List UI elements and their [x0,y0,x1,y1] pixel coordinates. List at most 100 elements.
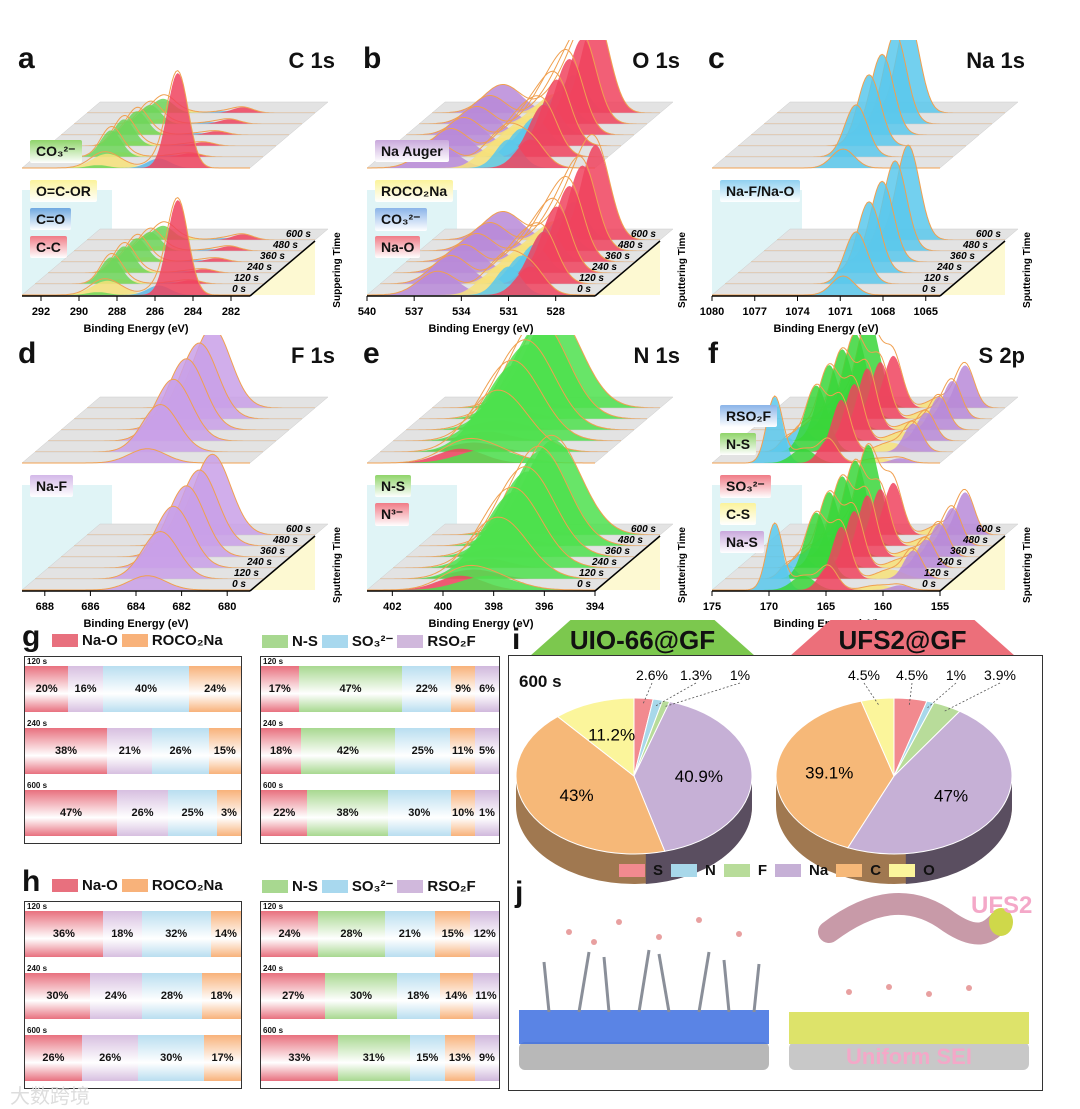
row-time-label: 240 s [27,719,48,728]
dendrites-left [542,949,761,1013]
legend-swatch [397,879,424,893]
peak-back [380,104,608,157]
row-time-label: 120 s [263,657,284,666]
pie-leader-line [942,682,1001,713]
bar-segment: 30% [325,973,397,1019]
pie-slice-C [775,700,895,849]
bar-segment: 28% [318,911,385,957]
panel-label-h: h [22,865,41,898]
bar-segment: 15% [409,1035,445,1081]
z-axis [594,535,661,592]
legend-front-item: C=O [30,208,72,230]
legend-swatch [889,864,916,877]
peak-front [393,254,621,273]
peak-back [22,73,250,168]
bar-segment: 3% [217,790,241,836]
bar-segment: 31% [337,1035,410,1081]
bar-segment: 47% [298,666,403,712]
legend-swatch [52,879,78,892]
z-axis [939,240,1006,297]
bar-row: 38% 21% 26% 15% [25,728,241,774]
peak-back [725,104,953,157]
bar-segment: 1% [474,790,499,836]
time-label: 120 s [579,568,604,579]
x-tick-label: 528 [547,306,565,318]
peak-front [406,186,634,262]
time-label: 120 s [924,568,949,579]
peak-back [777,355,1005,408]
bar-segment: 25% [168,790,217,836]
bar-segment: 25% [394,728,451,774]
bar-segment: 33% [261,1035,338,1081]
peak-front [712,276,940,295]
time-label: 240 s [246,557,272,568]
peak-front [777,482,1005,535]
envelope-line [406,339,634,431]
x-axis-title: Binding Energy (eV) [83,323,188,335]
bar-row: 36% 18% 32% 14% [25,911,241,957]
peak-back [712,149,940,168]
bar-segment: 18% [261,728,302,774]
x-tick-label: 531 [499,306,517,318]
peak-front [738,511,966,568]
pie-slice-O [556,697,635,778]
bar-segment: 38% [307,790,388,836]
peak-front [725,526,953,579]
bar-segment: 18% [202,973,241,1019]
time-label: 600 s [976,524,1001,535]
panel-label-b: b [363,42,382,75]
time-label: 360 s [605,546,630,557]
legend-back-item: CO₃²⁻ [30,140,82,163]
bar-legend-right: N-S SO₃²⁻ RSO₂F [262,632,476,650]
uio66-header-text: UIO-66@GF [569,625,716,655]
bar-row: 47% 26% 25% 3% [25,790,241,836]
peak-front [380,522,608,579]
row-time-label: 600 s [27,1026,48,1035]
legend-label: Na-O [82,632,118,649]
z-axis [249,535,316,592]
bar-segment: 27% [261,973,326,1019]
peak-back [712,439,940,463]
peak-back [367,139,595,168]
legend-label: SO₃²⁻ [351,633,394,650]
time-label: 360 s [260,251,285,262]
peak-front [725,550,953,579]
peak-back [751,368,979,430]
time-label: 240 s [591,262,617,273]
bar-segment: 26% [117,790,169,836]
panel-title: F 1s [290,343,335,368]
bar-segment: 21% [384,911,435,957]
envelope-line [419,40,647,125]
bar-segment: 10% [450,790,475,836]
pie-value-label: 1% [730,667,750,683]
x-axis-title: Binding Energy (eV) [83,618,188,630]
ufs2-fiber [818,892,1010,945]
ufs2-fiber-end [989,908,1013,936]
legend-front-item: Na-O [375,236,421,258]
x-axis-title: Binding Energy (eV) [428,618,533,630]
time-label: 480 s [962,535,988,546]
pie-value-label: 47% [934,786,968,805]
x-tick-label: 688 [36,601,54,613]
panel-label-f: f [708,337,718,370]
peak-front [367,266,595,295]
peak-front [751,523,979,557]
x-tick-label: 680 [218,601,236,613]
bar-segment: 17% [203,1035,242,1081]
x-tick-label: 155 [931,601,949,613]
y-axis-title: Sputtering Time [677,232,688,308]
envelope-line [367,249,595,296]
time-label: 0 s [232,579,246,590]
bar-segment: 30% [138,1035,204,1081]
peak-back [380,138,608,157]
peak-back [777,365,1005,408]
legend-swatch [321,634,348,648]
pie-value-label: 43% [560,786,594,805]
bar-panel-h: h Na-O ROCO₂Na N-S SO₃²⁻ RSO₂F 120 s 36% 18% 32% 1… [0,865,505,1095]
bar-segment: 40% [102,666,190,712]
x-tick-label: 682 [172,601,190,613]
x-tick-label: 534 [452,306,471,318]
bar-row: 24% 28% 21% 15% 12% [261,911,500,957]
